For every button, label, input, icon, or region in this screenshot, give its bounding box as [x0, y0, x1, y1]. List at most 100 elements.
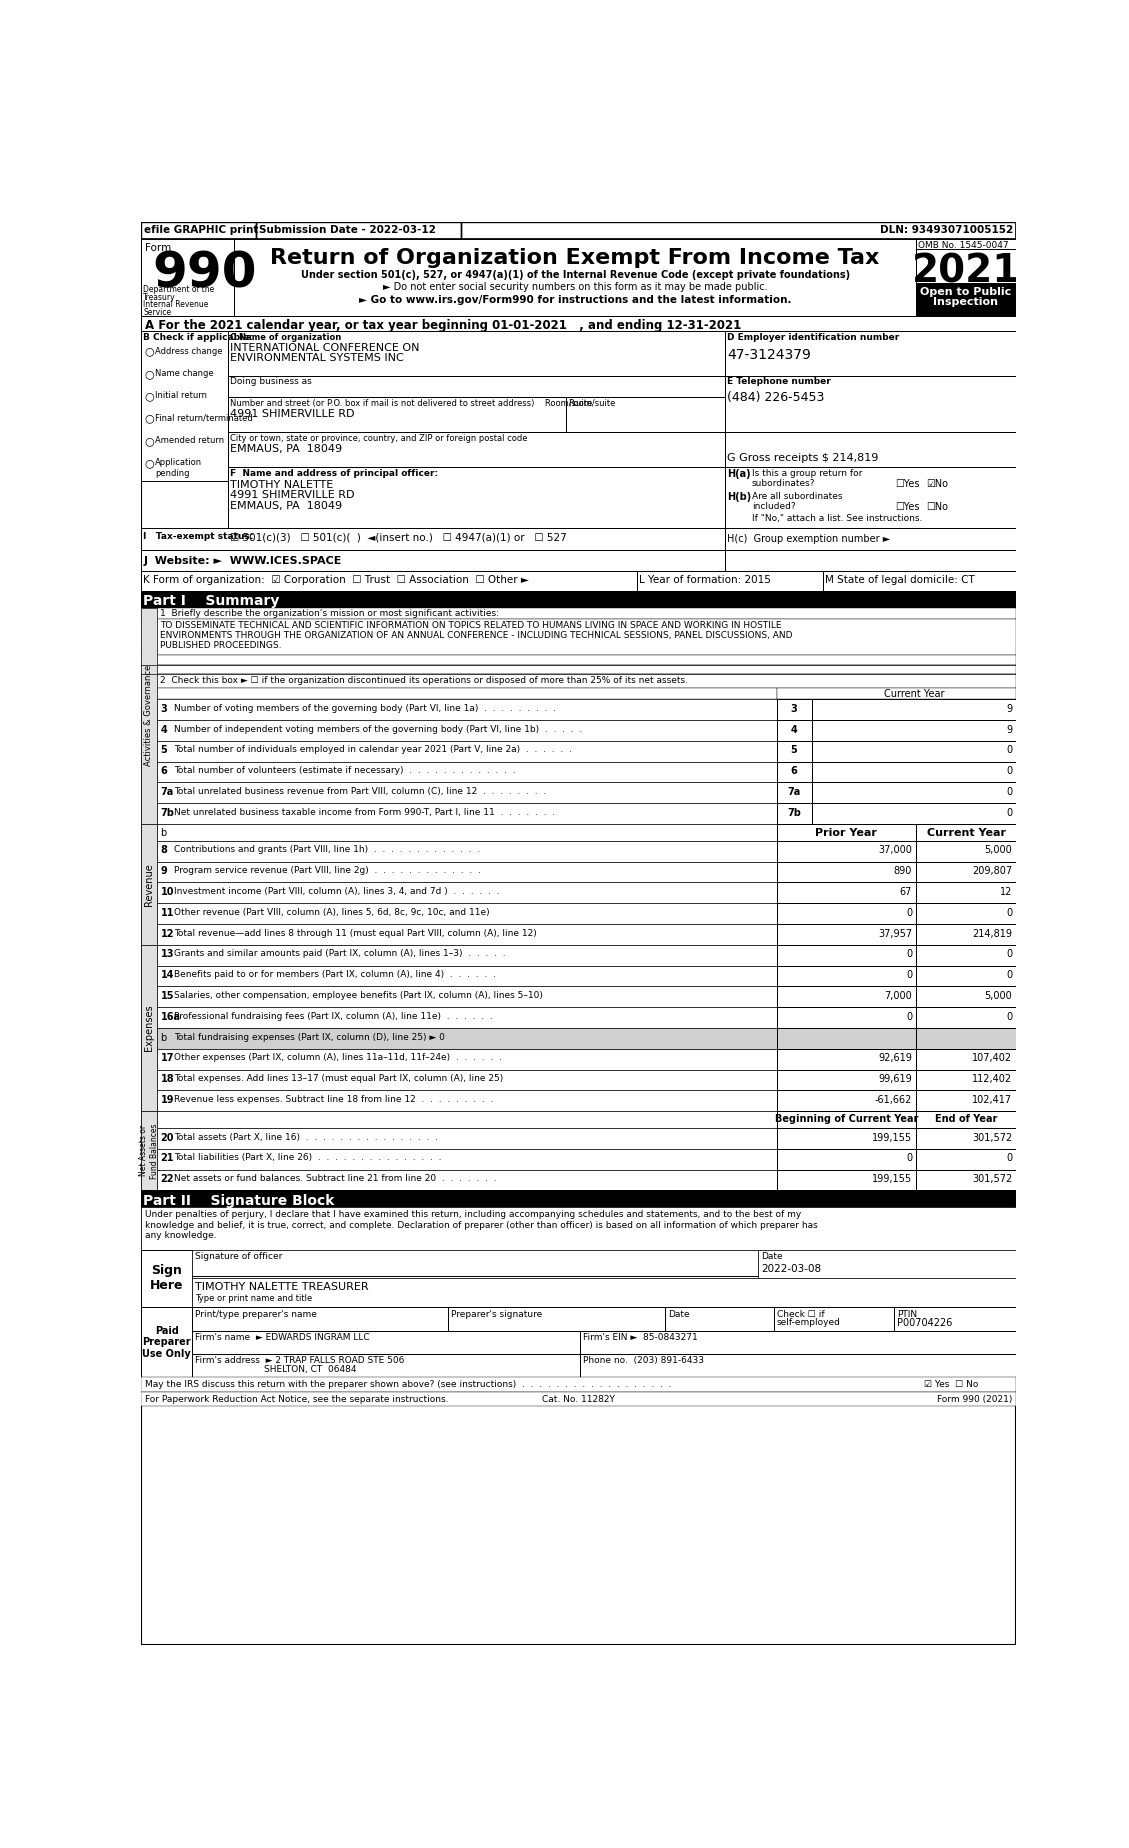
Bar — [725, 551, 1016, 571]
Text: Cat. No. 11282Y: Cat. No. 11282Y — [542, 1395, 614, 1404]
Text: H(b): H(b) — [727, 492, 751, 503]
Text: M State of legal domicile: CT: M State of legal domicile: CT — [825, 575, 975, 586]
Bar — [916, 1149, 1016, 1170]
Text: 214,819: 214,819 — [972, 928, 1013, 939]
Bar — [157, 699, 777, 721]
Bar — [157, 675, 1016, 687]
Text: J  Website: ►  WWW.ICES.SPACE: J Website: ► WWW.ICES.SPACE — [143, 556, 342, 565]
Bar — [157, 761, 777, 782]
Text: Expenses: Expenses — [143, 1005, 154, 1052]
Bar — [777, 1050, 916, 1070]
Bar — [157, 687, 777, 699]
Text: ○: ○ — [145, 370, 154, 379]
Text: Beginning of Current Year: Beginning of Current Year — [774, 1114, 918, 1124]
Text: PUBLISHED PROCEEDINGS.: PUBLISHED PROCEEDINGS. — [160, 641, 282, 650]
Bar — [157, 1149, 777, 1170]
Bar — [773, 1308, 894, 1331]
Text: 0: 0 — [1006, 970, 1013, 979]
Text: 199,155: 199,155 — [872, 1173, 912, 1185]
Text: 1  Briefly describe the organization’s mission or most significant activities:: 1 Briefly describe the organization’s mi… — [160, 610, 499, 617]
Text: self-employed: self-employed — [777, 1318, 840, 1327]
Bar — [141, 222, 1016, 238]
Text: Initial return: Initial return — [155, 392, 207, 401]
Bar — [157, 944, 777, 965]
Text: Grants and similar amounts paid (Part IX, column (A), lines 1–3)  .  .  .  .  .: Grants and similar amounts paid (Part IX… — [174, 950, 506, 959]
Text: Doing business as: Doing business as — [230, 377, 312, 386]
Text: Firm's EIN ►  85-0843271: Firm's EIN ► 85-0843271 — [583, 1332, 698, 1342]
Text: Internal Revenue: Internal Revenue — [143, 299, 209, 309]
Bar — [777, 761, 812, 782]
Bar — [157, 883, 777, 904]
Bar — [141, 608, 157, 824]
Text: 9: 9 — [160, 867, 167, 876]
Text: Total expenses. Add lines 13–17 (must equal Part IX, column (A), line 25): Total expenses. Add lines 13–17 (must eq… — [174, 1074, 502, 1083]
Text: A For the 2021 calendar year, or tax year beginning 01-01-2021   , and ending 12: A For the 2021 calendar year, or tax yea… — [145, 318, 742, 333]
Text: 7b: 7b — [787, 808, 800, 817]
Bar — [812, 804, 1016, 824]
Bar — [157, 965, 777, 987]
Text: 2021: 2021 — [911, 253, 1019, 290]
Bar — [141, 238, 1016, 316]
Text: 5: 5 — [160, 745, 167, 756]
Text: Return of Organization Exempt From Income Tax: Return of Organization Exempt From Incom… — [271, 248, 879, 268]
Text: Other revenue (Part VIII, column (A), lines 5, 6d, 8c, 9c, 10c, and 11e): Other revenue (Part VIII, column (A), li… — [174, 907, 489, 917]
Bar — [141, 1377, 1016, 1392]
Bar — [580, 1331, 1016, 1353]
Text: 99,619: 99,619 — [878, 1074, 912, 1085]
Text: H(c)  Group exemption number ►: H(c) Group exemption number ► — [727, 534, 891, 545]
Bar — [777, 687, 1016, 699]
Text: 7a: 7a — [787, 787, 800, 796]
Bar — [141, 656, 1016, 665]
Text: 13: 13 — [160, 950, 174, 959]
Text: 301,572: 301,572 — [972, 1173, 1013, 1185]
Text: Service: Service — [143, 309, 172, 318]
Text: C Name of organization: C Name of organization — [230, 333, 341, 342]
Text: 0: 0 — [1006, 808, 1013, 817]
Bar — [192, 1249, 758, 1279]
Text: Part II    Signature Block: Part II Signature Block — [143, 1194, 335, 1207]
Text: Open to Public: Open to Public — [920, 286, 1012, 298]
Text: ► Do not enter social security numbers on this form as it may be made public.: ► Do not enter social security numbers o… — [383, 281, 768, 292]
Text: 4: 4 — [160, 724, 167, 734]
Bar — [916, 883, 1016, 904]
Text: Activities & Governance: Activities & Governance — [145, 665, 154, 767]
Text: EMMAUS, PA  18049: EMMAUS, PA 18049 — [230, 501, 342, 510]
Text: Net assets or fund balances. Subtract line 21 from line 20  .  .  .  .  .  .  .: Net assets or fund balances. Subtract li… — [174, 1173, 496, 1183]
Bar — [157, 1111, 777, 1127]
Text: 5,000: 5,000 — [984, 991, 1013, 1002]
Bar — [141, 222, 256, 238]
Text: End of Year: End of Year — [935, 1114, 997, 1124]
Text: Investment income (Part VIII, column (A), lines 3, 4, and 7d )  .  .  .  .  .  .: Investment income (Part VIII, column (A)… — [174, 887, 499, 896]
Text: Paid
Preparer
Use Only: Paid Preparer Use Only — [142, 1325, 191, 1358]
Text: Room/suite: Room/suite — [568, 399, 615, 408]
Bar — [916, 1050, 1016, 1070]
Text: ☐Yes: ☐Yes — [895, 503, 920, 512]
Bar — [725, 468, 1016, 529]
Bar — [141, 551, 725, 571]
Text: Net Assets or
Fund Balances: Net Assets or Fund Balances — [139, 1124, 158, 1179]
Text: PTIN: PTIN — [896, 1310, 917, 1319]
Text: Benefits paid to or for members (Part IX, column (A), line 4)  .  .  .  .  .  .: Benefits paid to or for members (Part IX… — [174, 970, 496, 979]
Text: 7b: 7b — [160, 808, 174, 817]
Text: 112,402: 112,402 — [972, 1074, 1013, 1085]
Bar — [916, 1027, 1016, 1050]
Text: 0: 0 — [907, 970, 912, 979]
Text: 12: 12 — [1000, 887, 1013, 896]
Bar — [725, 432, 1016, 466]
Text: Submission Date - 2022-03-12: Submission Date - 2022-03-12 — [259, 225, 436, 235]
Bar — [141, 238, 234, 316]
Bar — [141, 1392, 1016, 1406]
Text: efile GRAPHIC print: efile GRAPHIC print — [145, 225, 259, 235]
Text: b: b — [160, 828, 167, 837]
Text: Date: Date — [761, 1253, 782, 1260]
Text: 19: 19 — [160, 1094, 174, 1105]
Text: 990: 990 — [152, 249, 257, 298]
Text: Total number of individuals employed in calendar year 2021 (Part V, line 2a)  . : Total number of individuals employed in … — [174, 745, 571, 754]
Text: 0: 0 — [1006, 787, 1013, 796]
Text: 20: 20 — [160, 1133, 174, 1142]
Text: 10: 10 — [160, 887, 174, 896]
Bar — [157, 841, 777, 861]
Bar — [777, 904, 916, 924]
Text: ○: ○ — [145, 436, 154, 445]
Bar — [916, 987, 1016, 1007]
